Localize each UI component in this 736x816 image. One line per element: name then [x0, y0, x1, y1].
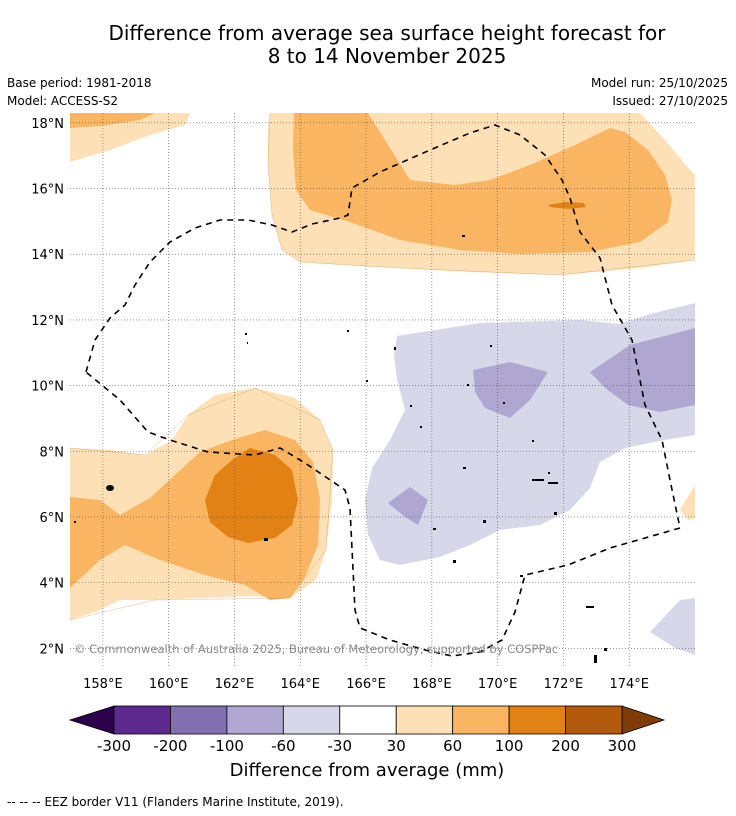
gridlines	[70, 113, 695, 668]
model-run: Model run: 25/10/2025	[590, 76, 728, 90]
colorbar-label: Difference from average (mm)	[229, 760, 505, 781]
lat-tick-label: 4°N	[40, 577, 65, 592]
eez-border	[85, 124, 681, 657]
lon-tick-label: 164°E	[280, 677, 320, 692]
colorbar-bin	[452, 705, 510, 735]
lat-tick-label: 16°N	[31, 183, 64, 198]
colorbar: -300 -200 -100 -60 -30 30 60 100 200 300	[68, 705, 666, 755]
colorbar-bin	[339, 705, 397, 735]
copyright-text: © Commonwealth of Australia 2025, Bureau…	[74, 642, 558, 656]
lon-tick-label: 162°E	[215, 677, 255, 692]
contour-right-30-60	[680, 485, 695, 520]
contour-north-100-200	[548, 202, 586, 209]
colorbar-tick-label: -60	[271, 737, 296, 755]
lon-tick-label: 168°E	[412, 677, 452, 692]
island	[420, 426, 422, 428]
lat-tick-label: 2°N	[40, 642, 65, 657]
colorbar-tick-label: -30	[328, 737, 353, 755]
island	[347, 330, 349, 332]
lon-tick-label: 172°E	[544, 677, 584, 692]
colorbar-bin	[226, 705, 284, 735]
contour-fills: © Commonwealth of Australia 2025, Bureau…	[70, 113, 695, 668]
island	[520, 575, 523, 577]
eez-legend: -- -- -- EEZ border V11 (Flanders Marine…	[7, 795, 344, 809]
colorbar-high-extension	[621, 705, 666, 735]
model-name: Model: ACCESS-S2	[7, 94, 119, 108]
island	[548, 472, 550, 474]
lat-tick-label: 10°N	[31, 380, 64, 395]
colorbar-tick-label: 30	[387, 737, 406, 755]
colorbar-tick-label: 300	[608, 737, 637, 755]
colorbar-bin	[395, 705, 454, 735]
eez-text: EEZ border V11 (Flanders Marine Institut…	[44, 795, 344, 809]
island	[467, 384, 469, 386]
base-period: Base period: 1981-2018	[7, 76, 152, 90]
issued-date: Issued: 27/10/2025	[612, 94, 728, 108]
contour-top-left-60-100	[70, 113, 155, 128]
island	[106, 485, 114, 491]
colorbar-bin	[508, 705, 566, 735]
islands	[74, 235, 607, 663]
island	[532, 440, 534, 442]
island	[453, 560, 456, 563]
island	[548, 482, 558, 484]
lon-tick-label: 158°E	[83, 677, 123, 692]
island	[483, 520, 486, 523]
colorbar-tick-label: 200	[551, 737, 580, 755]
colorbar-tick-label: -300	[97, 737, 131, 755]
colorbar-bin	[565, 705, 623, 735]
lat-tick-label: 14°N	[31, 248, 64, 263]
island	[433, 528, 436, 530]
colorbar-bin	[113, 705, 171, 735]
island	[554, 512, 557, 515]
island	[503, 402, 505, 404]
lat-tick-label: 6°N	[40, 511, 65, 526]
contour-bottom-right-neg	[650, 598, 695, 655]
lat-tick-label: 12°N	[31, 314, 64, 329]
contour-west-100-200	[205, 448, 298, 543]
island	[462, 235, 465, 237]
eez-symbol: -- -- --	[7, 795, 41, 809]
longitude-labels: 158°E 160°E 162°E 164°E 166°E 168°E 170°E 172°E…	[83, 677, 649, 692]
island	[366, 380, 368, 382]
colorbar-tick-label: 60	[443, 737, 462, 755]
contour-east-neg-60-100-b	[590, 328, 695, 412]
map-title: Difference from average sea surface heig…	[40, 22, 734, 68]
lon-tick-label: 170°E	[478, 677, 518, 692]
lon-tick-label: 174°E	[609, 677, 649, 692]
island	[247, 342, 248, 344]
island	[463, 467, 466, 469]
contour-east-neg-60-100-c	[388, 487, 428, 525]
lat-tick-label: 8°N	[40, 445, 65, 460]
colorbar-low-extension	[68, 705, 115, 735]
island	[604, 648, 607, 651]
meta-right: Model run: 25/10/2025 Issued: 27/10/2025	[591, 74, 728, 110]
contour-east-neg-60-100-a	[473, 362, 548, 418]
island	[410, 405, 412, 407]
island	[532, 479, 544, 481]
contour-north-60-100	[293, 113, 672, 254]
lon-tick-label: 160°E	[149, 677, 189, 692]
colorbar-bin	[170, 705, 228, 735]
colorbar-tick-label: -200	[153, 737, 187, 755]
colorbar-tick-label: 100	[495, 737, 524, 755]
meta-left: Base period: 1981-2018 Model: ACCESS-S2	[7, 74, 152, 110]
island	[264, 538, 268, 541]
colorbar-tick-label: -100	[210, 737, 244, 755]
island	[245, 333, 247, 335]
latitude-labels: 18°N 16°N 14°N 12°N 10°N 8°N 6°N 4°N 2°N	[31, 117, 64, 657]
island	[490, 345, 492, 347]
lon-tick-label: 166°E	[346, 677, 386, 692]
island	[586, 606, 594, 608]
island	[594, 655, 597, 663]
title-line-1: Difference from average sea surface heig…	[108, 21, 666, 45]
forecast-map: © Commonwealth of Australia 2025, Bureau…	[31, 113, 695, 755]
island	[74, 521, 76, 523]
island	[394, 347, 396, 350]
title-line-2: 8 to 14 November 2025	[267, 44, 507, 68]
lat-tick-label: 18°N	[31, 117, 64, 132]
colorbar-bin	[282, 705, 341, 735]
